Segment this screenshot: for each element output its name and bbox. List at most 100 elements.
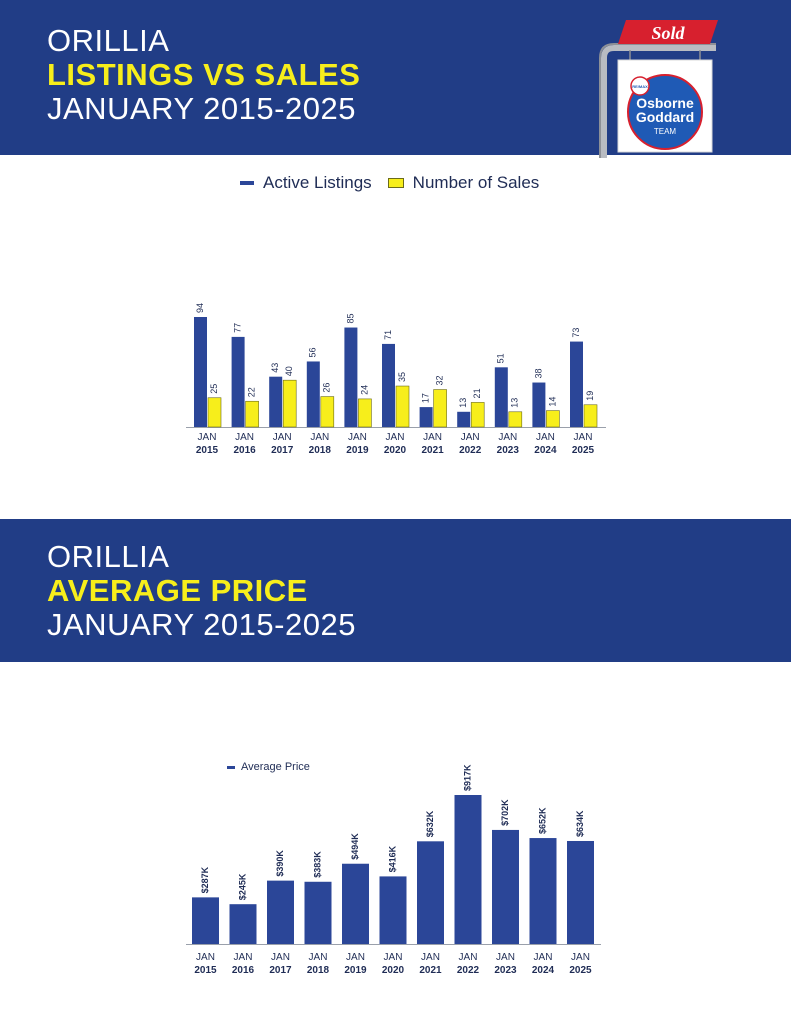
x-tick-label-year: 2024	[532, 965, 555, 976]
data-label: 21	[472, 388, 482, 398]
data-label: $287K	[200, 866, 210, 893]
x-tick-label-year: 2025	[572, 445, 595, 456]
listings-vs-sales-chart: 94 25 JAN 2015 77 22 JAN 2016 43 40 JAN 2017 56 26 JAN…	[186, 303, 606, 456]
data-label: $917K	[462, 764, 472, 791]
x-tick-label-month: JAN	[534, 952, 553, 963]
x-tick-label-year: 2022	[457, 965, 480, 976]
active-listings-bar	[306, 361, 320, 427]
active-listings-bar	[532, 382, 546, 427]
active-listings-bar	[194, 317, 207, 427]
x-tick-label-year: 2019	[346, 445, 369, 456]
data-label: $383K	[312, 851, 322, 878]
active-listings-bar	[457, 411, 471, 427]
sign-post	[601, 45, 716, 158]
number-of-sales-bar	[282, 379, 297, 428]
price-title: ORILLIA AVERAGE PRICE JANUARY 2015-2025	[47, 540, 356, 642]
average-price-bar	[567, 840, 594, 944]
title-period: JANUARY 2015-2025	[47, 607, 356, 642]
x-tick-label-month: JAN	[271, 952, 290, 963]
data-label: $245K	[237, 873, 247, 900]
title-topic: LISTINGS VS SALES	[47, 57, 361, 92]
data-label: 25	[209, 384, 219, 394]
x-tick-label-year: 2017	[271, 445, 294, 456]
x-tick-label-year: 2015	[194, 965, 217, 976]
data-label: 24	[359, 385, 369, 395]
number-of-sales-bar	[395, 385, 410, 428]
x-tick-label-year: 2023	[497, 445, 520, 456]
data-label: $634K	[575, 810, 585, 837]
x-tick-label-month: JAN	[386, 432, 405, 443]
x-tick-label-year: 2019	[344, 965, 367, 976]
data-label: 94	[195, 303, 205, 313]
average-price-bar	[417, 841, 444, 944]
x-tick-label-month: JAN	[536, 432, 555, 443]
data-label: 56	[308, 347, 318, 357]
x-tick-label-month: JAN	[498, 432, 517, 443]
x-tick-label-month: JAN	[196, 952, 215, 963]
data-label: $652K	[537, 807, 547, 834]
x-tick-label-year: 2021	[419, 965, 442, 976]
data-label: 40	[284, 366, 294, 376]
legend-item-active-listings: Active Listings	[240, 173, 372, 193]
x-tick-label-month: JAN	[459, 952, 478, 963]
number-of-sales-bar	[320, 396, 335, 428]
x-tick-label-year: 2023	[494, 965, 517, 976]
number-of-sales-swatch	[387, 178, 404, 188]
header-banner-price	[0, 519, 791, 662]
number-of-sales-bar	[207, 397, 222, 428]
active-listings-bar	[494, 367, 508, 427]
average-price-bar	[229, 904, 257, 944]
number-of-sales-bar	[433, 389, 447, 428]
average-price-bar	[342, 863, 369, 944]
average-price-bar	[192, 897, 219, 944]
title-topic: AVERAGE PRICE	[47, 573, 308, 608]
x-tick-label-year: 2024	[534, 445, 557, 456]
x-tick-label-year: 2020	[382, 965, 405, 976]
brand-text: RE/MAX	[632, 84, 648, 89]
data-label: 38	[533, 369, 543, 379]
x-tick-label-month: JAN	[310, 432, 329, 443]
active-listings-bar	[570, 341, 583, 427]
data-label: $702K	[500, 799, 510, 826]
data-label: 51	[496, 353, 506, 363]
legend-label: Active Listings	[263, 173, 372, 192]
sold-text: Sold	[651, 23, 685, 43]
number-of-sales-bar	[358, 398, 372, 428]
team-logo: Sold RE/MAX Osborne Goddard TEAM	[599, 20, 718, 158]
active-listings-swatch	[240, 181, 254, 185]
listings-title: ORILLIA LISTINGS VS SALES JANUARY 2015-2…	[47, 24, 360, 126]
x-tick-label-year: 2016	[233, 445, 256, 456]
active-listings-bar	[231, 336, 245, 427]
number-of-sales-bar	[546, 410, 560, 428]
price-legend: Average Price	[227, 761, 326, 773]
data-label: 35	[397, 372, 407, 382]
data-label: 43	[270, 363, 280, 373]
logo-name-line2: Goddard	[636, 109, 694, 125]
number-of-sales-bar	[245, 400, 259, 428]
x-tick-label-month: JAN	[346, 952, 365, 963]
legend-item-average-price: Average Price	[227, 761, 310, 773]
data-label: 14	[547, 397, 557, 407]
data-label: 13	[458, 398, 468, 408]
x-tick-label-year: 2021	[421, 445, 444, 456]
sold-banner	[618, 20, 718, 44]
data-label: $632K	[425, 810, 435, 837]
data-label: 13	[510, 398, 520, 408]
legend-label: Average Price	[241, 761, 310, 773]
data-label: 85	[345, 314, 355, 324]
data-label: 17	[420, 393, 430, 403]
number-of-sales-bar	[470, 402, 485, 428]
average-price-bar	[454, 795, 482, 944]
logo-circle	[627, 74, 703, 150]
x-tick-label-month: JAN	[348, 432, 367, 443]
x-tick-label-month: JAN	[198, 432, 217, 443]
data-label: 19	[585, 391, 595, 401]
number-of-sales-bar	[583, 404, 598, 428]
logo-name-line1: Osborne	[636, 95, 694, 111]
data-label: $494K	[350, 833, 360, 860]
title-period: JANUARY 2015-2025	[47, 91, 356, 126]
average-price-bar	[304, 881, 332, 944]
active-listings-bar	[269, 376, 283, 427]
x-tick-label-month: JAN	[461, 432, 480, 443]
x-tick-label-year: 2017	[269, 965, 292, 976]
